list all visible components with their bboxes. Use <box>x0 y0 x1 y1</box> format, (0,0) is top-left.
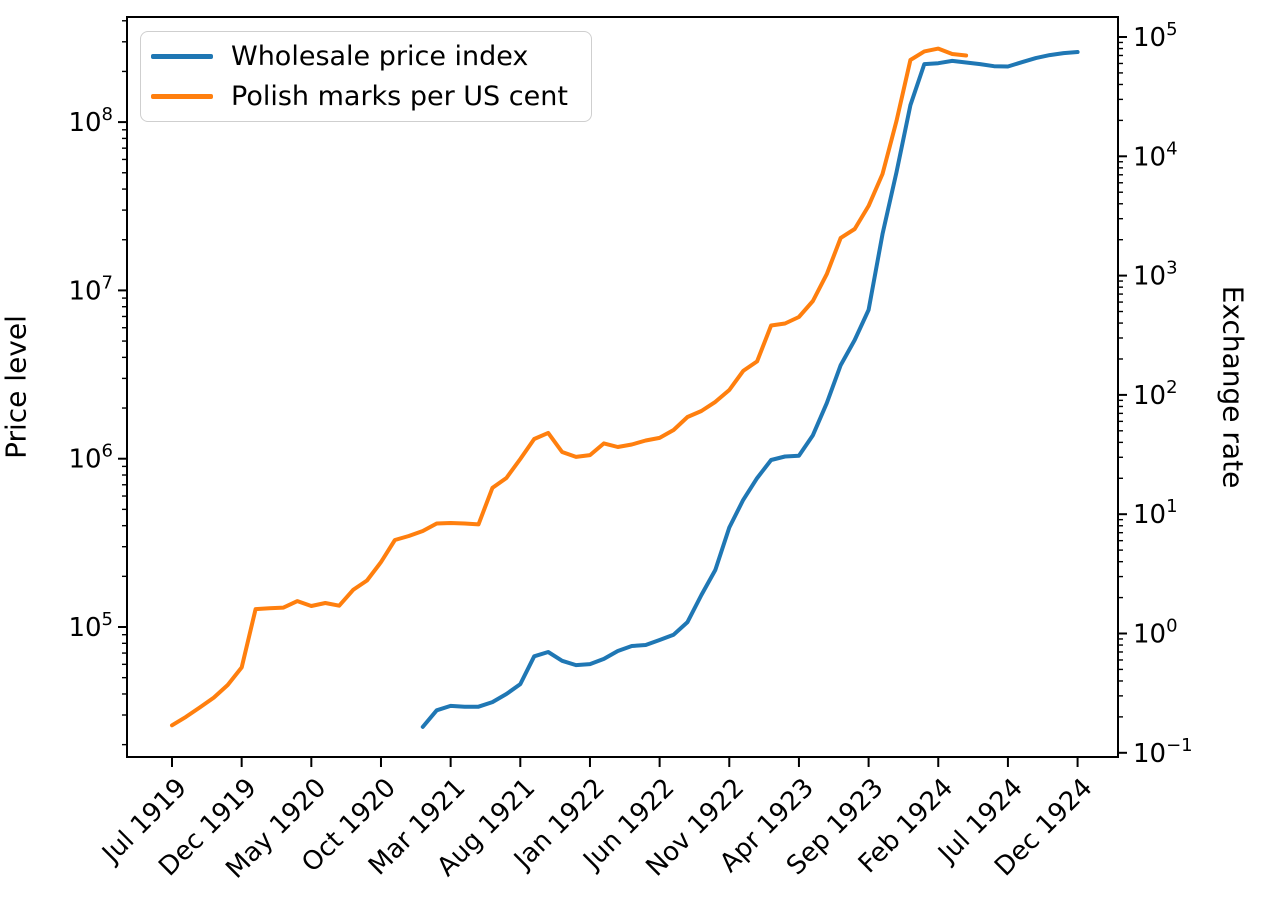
right-tick-label: 10−1 <box>1133 735 1193 769</box>
left-tick-label: 106 <box>68 441 113 475</box>
left-tick-label: 107 <box>68 272 113 306</box>
plot-border <box>126 16 1119 758</box>
legend-line-sample-blue <box>151 54 213 59</box>
right-axis-title: Exchange rate <box>1216 285 1250 489</box>
right-tick-label: 102 <box>1133 377 1178 411</box>
legend-line-sample-orange <box>151 94 213 99</box>
legend-entry-polish-marks-per-us-cent: Polish marks per US cent <box>151 77 581 115</box>
series-line-wholesale-price-index <box>420 50 1080 729</box>
left-tick-label: 108 <box>68 104 113 138</box>
legend: Wholesale price index Polish marks per U… <box>140 31 592 122</box>
left-axis-title: Price level <box>0 315 33 459</box>
right-tick-label: 105 <box>1133 19 1178 53</box>
legend-label: Polish marks per US cent <box>231 80 568 112</box>
right-tick-label: 100 <box>1133 616 1178 650</box>
right-tick-label: 103 <box>1133 258 1178 292</box>
series-line-polish-marks-per-us-cent <box>170 46 969 728</box>
right-tick-label: 104 <box>1133 138 1178 172</box>
legend-entry-wholesale-price-index: Wholesale price index <box>151 38 581 76</box>
right-tick-label: 101 <box>1133 496 1178 530</box>
left-tick-label: 105 <box>68 609 113 643</box>
legend-label: Wholesale price index <box>231 41 529 73</box>
